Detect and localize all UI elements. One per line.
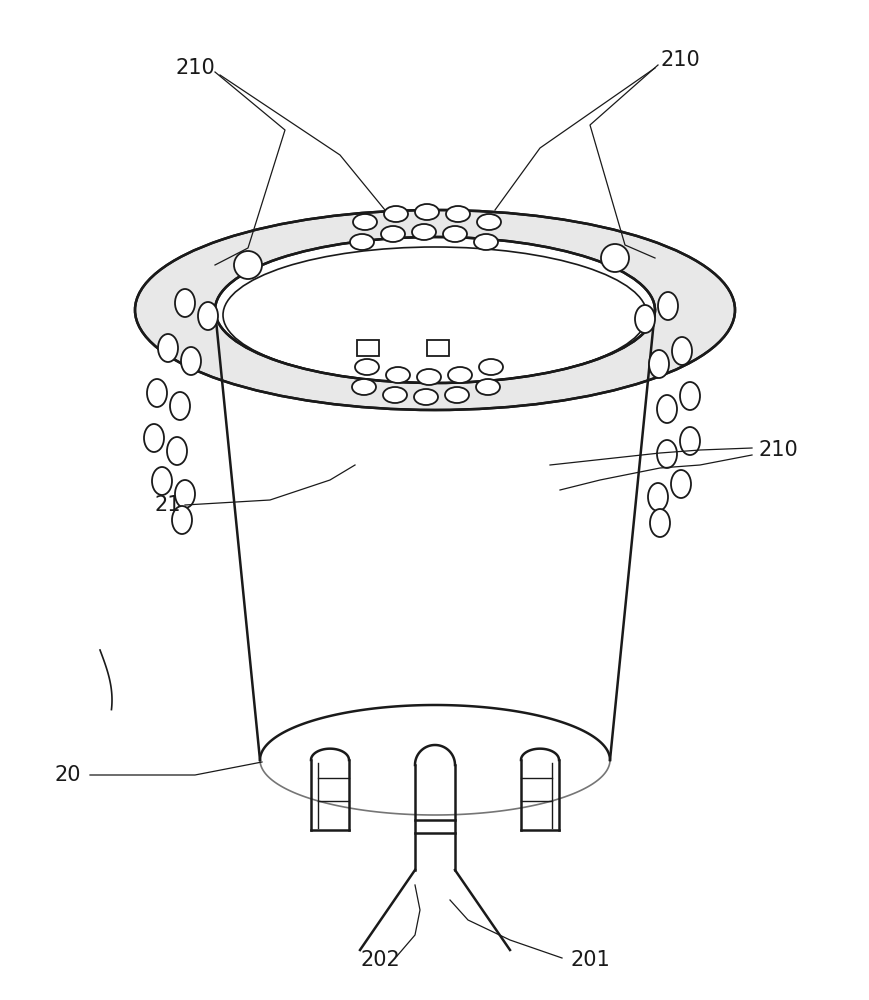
Text: 20: 20 (55, 765, 81, 785)
Text: 201: 201 (569, 950, 609, 970)
Ellipse shape (383, 206, 408, 222)
Text: 210: 210 (175, 58, 215, 78)
Ellipse shape (476, 214, 501, 230)
Ellipse shape (442, 226, 467, 242)
Ellipse shape (647, 483, 667, 511)
Ellipse shape (415, 204, 439, 220)
Ellipse shape (475, 379, 500, 395)
Ellipse shape (172, 506, 192, 534)
Ellipse shape (352, 379, 375, 395)
Ellipse shape (198, 302, 218, 330)
Ellipse shape (382, 387, 407, 403)
Ellipse shape (656, 440, 676, 468)
Ellipse shape (349, 234, 374, 250)
FancyBboxPatch shape (427, 340, 448, 356)
Ellipse shape (234, 251, 262, 279)
Ellipse shape (474, 234, 497, 250)
Ellipse shape (158, 334, 178, 362)
Ellipse shape (414, 389, 437, 405)
Ellipse shape (634, 305, 654, 333)
Ellipse shape (446, 206, 469, 222)
Ellipse shape (147, 379, 167, 407)
Ellipse shape (353, 214, 376, 230)
FancyBboxPatch shape (356, 340, 379, 356)
Ellipse shape (175, 289, 195, 317)
Text: 21: 21 (155, 495, 181, 515)
Ellipse shape (412, 224, 435, 240)
Text: 210: 210 (660, 50, 699, 70)
Ellipse shape (649, 509, 669, 537)
Ellipse shape (169, 392, 189, 420)
Ellipse shape (181, 347, 201, 375)
Ellipse shape (381, 226, 405, 242)
Ellipse shape (648, 350, 668, 378)
Ellipse shape (680, 382, 700, 410)
Ellipse shape (671, 337, 691, 365)
Ellipse shape (144, 424, 164, 452)
Ellipse shape (135, 210, 734, 410)
Text: 202: 202 (360, 950, 400, 970)
Ellipse shape (479, 359, 502, 375)
Ellipse shape (680, 427, 700, 455)
Ellipse shape (386, 367, 409, 383)
Ellipse shape (215, 237, 654, 383)
Ellipse shape (175, 480, 195, 508)
Ellipse shape (355, 359, 379, 375)
Ellipse shape (167, 437, 187, 465)
Ellipse shape (444, 387, 468, 403)
Ellipse shape (152, 467, 172, 495)
Ellipse shape (448, 367, 472, 383)
Ellipse shape (416, 369, 441, 385)
Ellipse shape (600, 244, 628, 272)
Ellipse shape (670, 470, 690, 498)
Text: 210: 210 (757, 440, 797, 460)
Ellipse shape (657, 292, 677, 320)
Ellipse shape (656, 395, 676, 423)
